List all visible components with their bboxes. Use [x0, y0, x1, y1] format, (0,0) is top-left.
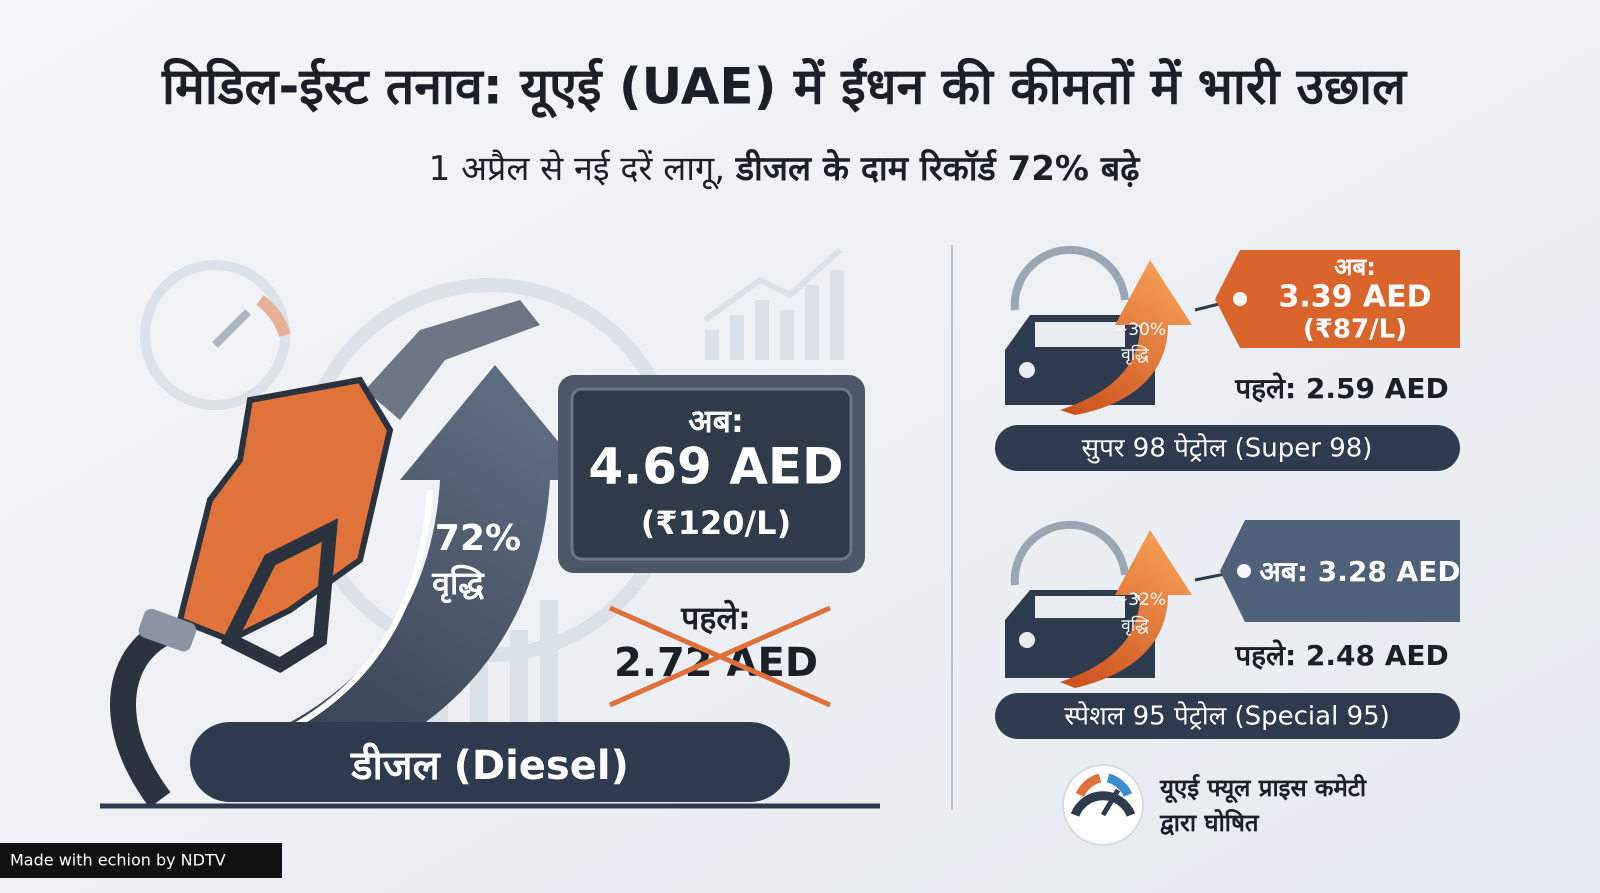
footer-line: यूएई फ्यूल प्राइस कमेटी	[1159, 774, 1367, 804]
before-price: 2.72 AED	[614, 640, 818, 686]
fuel-name-pill	[190, 722, 790, 802]
fuel-name-pill	[995, 425, 1460, 471]
footer-line: द्वारा घोषित	[1159, 809, 1260, 837]
price-tag	[1215, 250, 1460, 348]
price-box-inner	[570, 387, 853, 561]
increase-label: वृद्धि	[1121, 615, 1149, 636]
increase-arrow	[1060, 260, 1192, 415]
now-price: अब: 3.28 AED	[1259, 555, 1460, 588]
increase-percent: 72%	[435, 518, 521, 559]
now-price: 4.69 AED	[588, 438, 843, 496]
increase-arrow	[1060, 530, 1192, 688]
fuel-name: स्पेशल 95 पेट्रोल (Special 95)	[1064, 701, 1390, 732]
tag-hole	[1237, 564, 1251, 578]
title: मिडिल-ईस्ट तनाव: यूएई (UAE) में ईंधन की …	[161, 58, 1408, 119]
before-price: पहले: 2.59 AED	[1234, 372, 1449, 405]
increase-arrow	[200, 365, 590, 790]
increase-label: वृद्धि	[1121, 344, 1149, 365]
now-label: अब:	[688, 402, 744, 440]
now-inr: (₹120/L)	[641, 504, 791, 542]
committee-icon	[1062, 764, 1144, 846]
watermark-bg	[0, 843, 282, 878]
increase-label: वृद्धि	[431, 564, 485, 604]
tag-hole	[1233, 292, 1247, 306]
fuel-name: सुपर 98 पेट्रोल (Super 98)	[1082, 433, 1373, 464]
fuel-name: डीजल (Diesel)	[349, 742, 629, 789]
increase-percent: ~30%	[1114, 320, 1166, 340]
strike-line	[608, 605, 832, 708]
subtitle: 1 अप्रैल से नई दरें लागू, डीजल के दाम रि…	[429, 148, 1142, 190]
now-price: 3.39 AED	[1278, 280, 1431, 315]
before-price: पहले: 2.48 AED	[1234, 639, 1449, 672]
increase-percent: ~32%	[1114, 590, 1166, 610]
now-inr: (₹87/L)	[1303, 315, 1407, 345]
before-label: पहले:	[680, 599, 751, 637]
subtitle-regular: 1 अप्रैल से नई दरें लागू,	[429, 149, 725, 190]
now-label: अब:	[1334, 253, 1376, 281]
subtitle-bold: डीजल के दाम रिकॉर्ड 72% बढ़े	[735, 148, 1141, 189]
price-tag	[1220, 520, 1460, 622]
watermark: Made with echion by NDTV	[10, 851, 226, 870]
fuel-nozzle	[110, 300, 540, 808]
fuel-name-pill	[995, 693, 1460, 739]
